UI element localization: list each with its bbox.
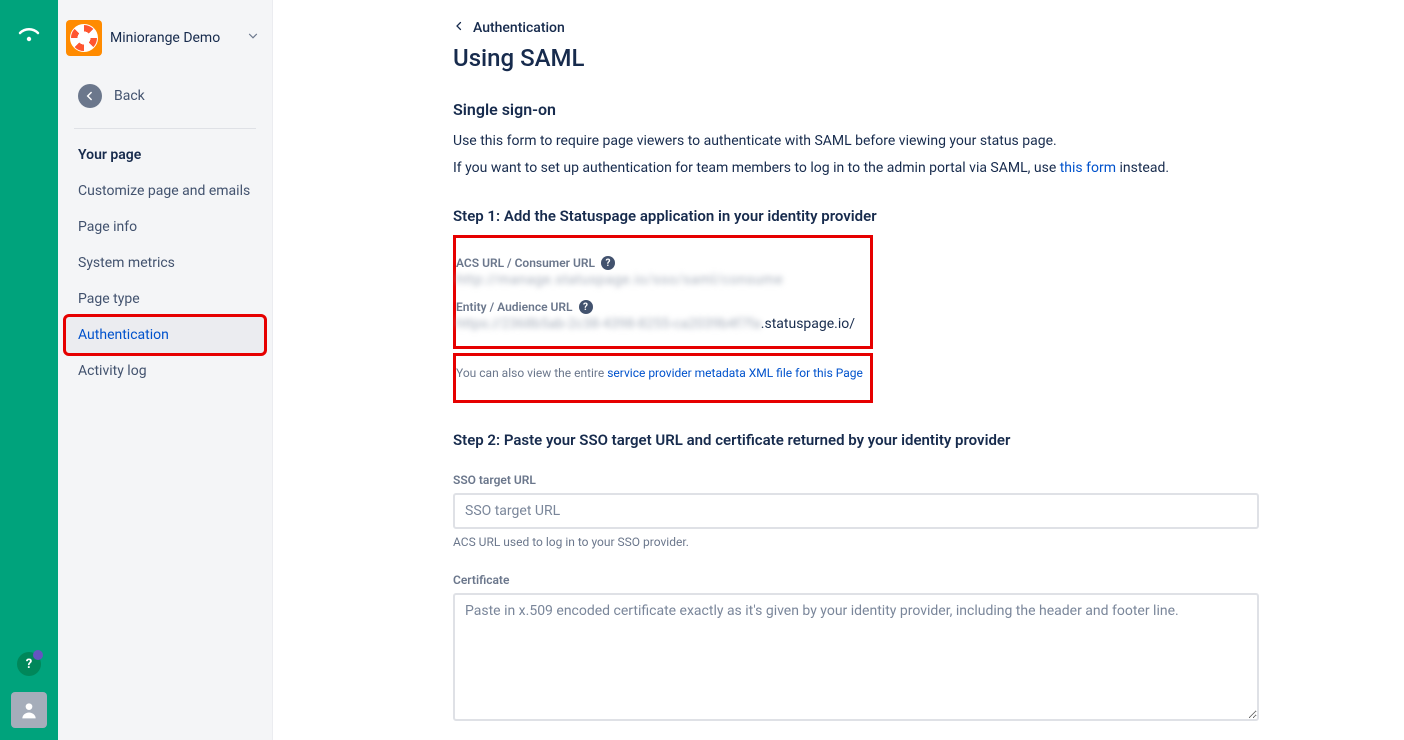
sidebar-item-activity-log[interactable]: Activity log	[66, 353, 264, 389]
sso-heading: Single sign-on	[453, 100, 1324, 119]
sso-description-1: Use this form to require page viewers to…	[453, 131, 1324, 152]
acs-url-value: http://manage.statuspage.io/sso/saml/con…	[456, 272, 870, 288]
project-avatar	[66, 20, 102, 56]
metadata-pre-text: You can also view the entire	[456, 366, 607, 380]
chevron-down-icon	[246, 29, 260, 47]
entity-url-blur: https://2368b5ab-2c38-4398-8255-ca2039b4…	[456, 316, 761, 332]
acs-url-label-text: ACS URL / Consumer URL	[456, 256, 595, 270]
sidebar: Miniorange Demo Back Your page Customize…	[58, 0, 273, 740]
entity-url-suffix: .statuspage.io/	[761, 316, 855, 332]
back-label: Back	[114, 88, 145, 104]
sidebar-item-customize[interactable]: Customize page and emails	[66, 173, 264, 209]
sidebar-item-system-metrics[interactable]: System metrics	[66, 245, 264, 281]
sso-target-label: SSO target URL	[453, 473, 1324, 487]
sso-desc2-post: instead.	[1116, 160, 1169, 176]
sidebar-section-title: Your page	[66, 137, 264, 173]
breadcrumb-label: Authentication	[473, 20, 565, 36]
sso-target-input[interactable]	[453, 493, 1259, 529]
metadata-highlight-box: You can also view the entire service pro…	[453, 353, 873, 403]
page-title: Using SAML	[453, 44, 1324, 72]
entity-url-label-text: Entity / Audience URL	[456, 300, 573, 314]
sso-desc2-pre: If you want to set up authentication for…	[453, 160, 1060, 176]
help-icon[interactable]: ?	[17, 652, 41, 676]
chevron-left-icon	[453, 20, 465, 36]
project-name: Miniorange Demo	[110, 30, 246, 46]
main-content: Authentication Using SAML Single sign-on…	[273, 0, 1404, 740]
sidebar-item-authentication[interactable]: Authentication	[66, 317, 264, 353]
certificate-label: Certificate	[453, 573, 1324, 587]
metadata-xml-link[interactable]: service provider metadata XML file for t…	[607, 366, 863, 380]
entity-url-value: https://2368b5ab-2c38-4398-8255-ca2039b4…	[456, 316, 870, 332]
app-rail: ?	[0, 0, 58, 740]
entity-url-label: Entity / Audience URL ?	[456, 300, 870, 314]
step2-title: Step 2: Paste your SSO target URL and ce…	[453, 431, 1324, 449]
this-form-link[interactable]: this form	[1060, 160, 1116, 176]
breadcrumb[interactable]: Authentication	[453, 20, 1324, 36]
project-switcher[interactable]: Miniorange Demo	[66, 20, 264, 56]
sso-description-2: If you want to set up authentication for…	[453, 158, 1324, 179]
back-button[interactable]: Back	[66, 56, 264, 128]
certificate-textarea[interactable]	[453, 593, 1259, 721]
back-arrow-icon	[78, 84, 102, 108]
sidebar-item-page-info[interactable]: Page info	[66, 209, 264, 245]
help-icon[interactable]: ?	[579, 300, 593, 314]
user-avatar[interactable]	[11, 692, 47, 728]
wifi-icon[interactable]	[17, 24, 41, 52]
acs-url-label: ACS URL / Consumer URL ?	[456, 256, 870, 270]
sidebar-item-page-type[interactable]: Page type	[66, 281, 264, 317]
step1-title: Step 1: Add the Statuspage application i…	[453, 207, 1324, 225]
sidebar-divider	[74, 128, 256, 129]
sso-target-helper: ACS URL used to log in to your SSO provi…	[453, 535, 1324, 549]
help-icon[interactable]: ?	[601, 256, 615, 270]
step1-highlight-box: ACS URL / Consumer URL ? http://manage.s…	[453, 235, 873, 349]
